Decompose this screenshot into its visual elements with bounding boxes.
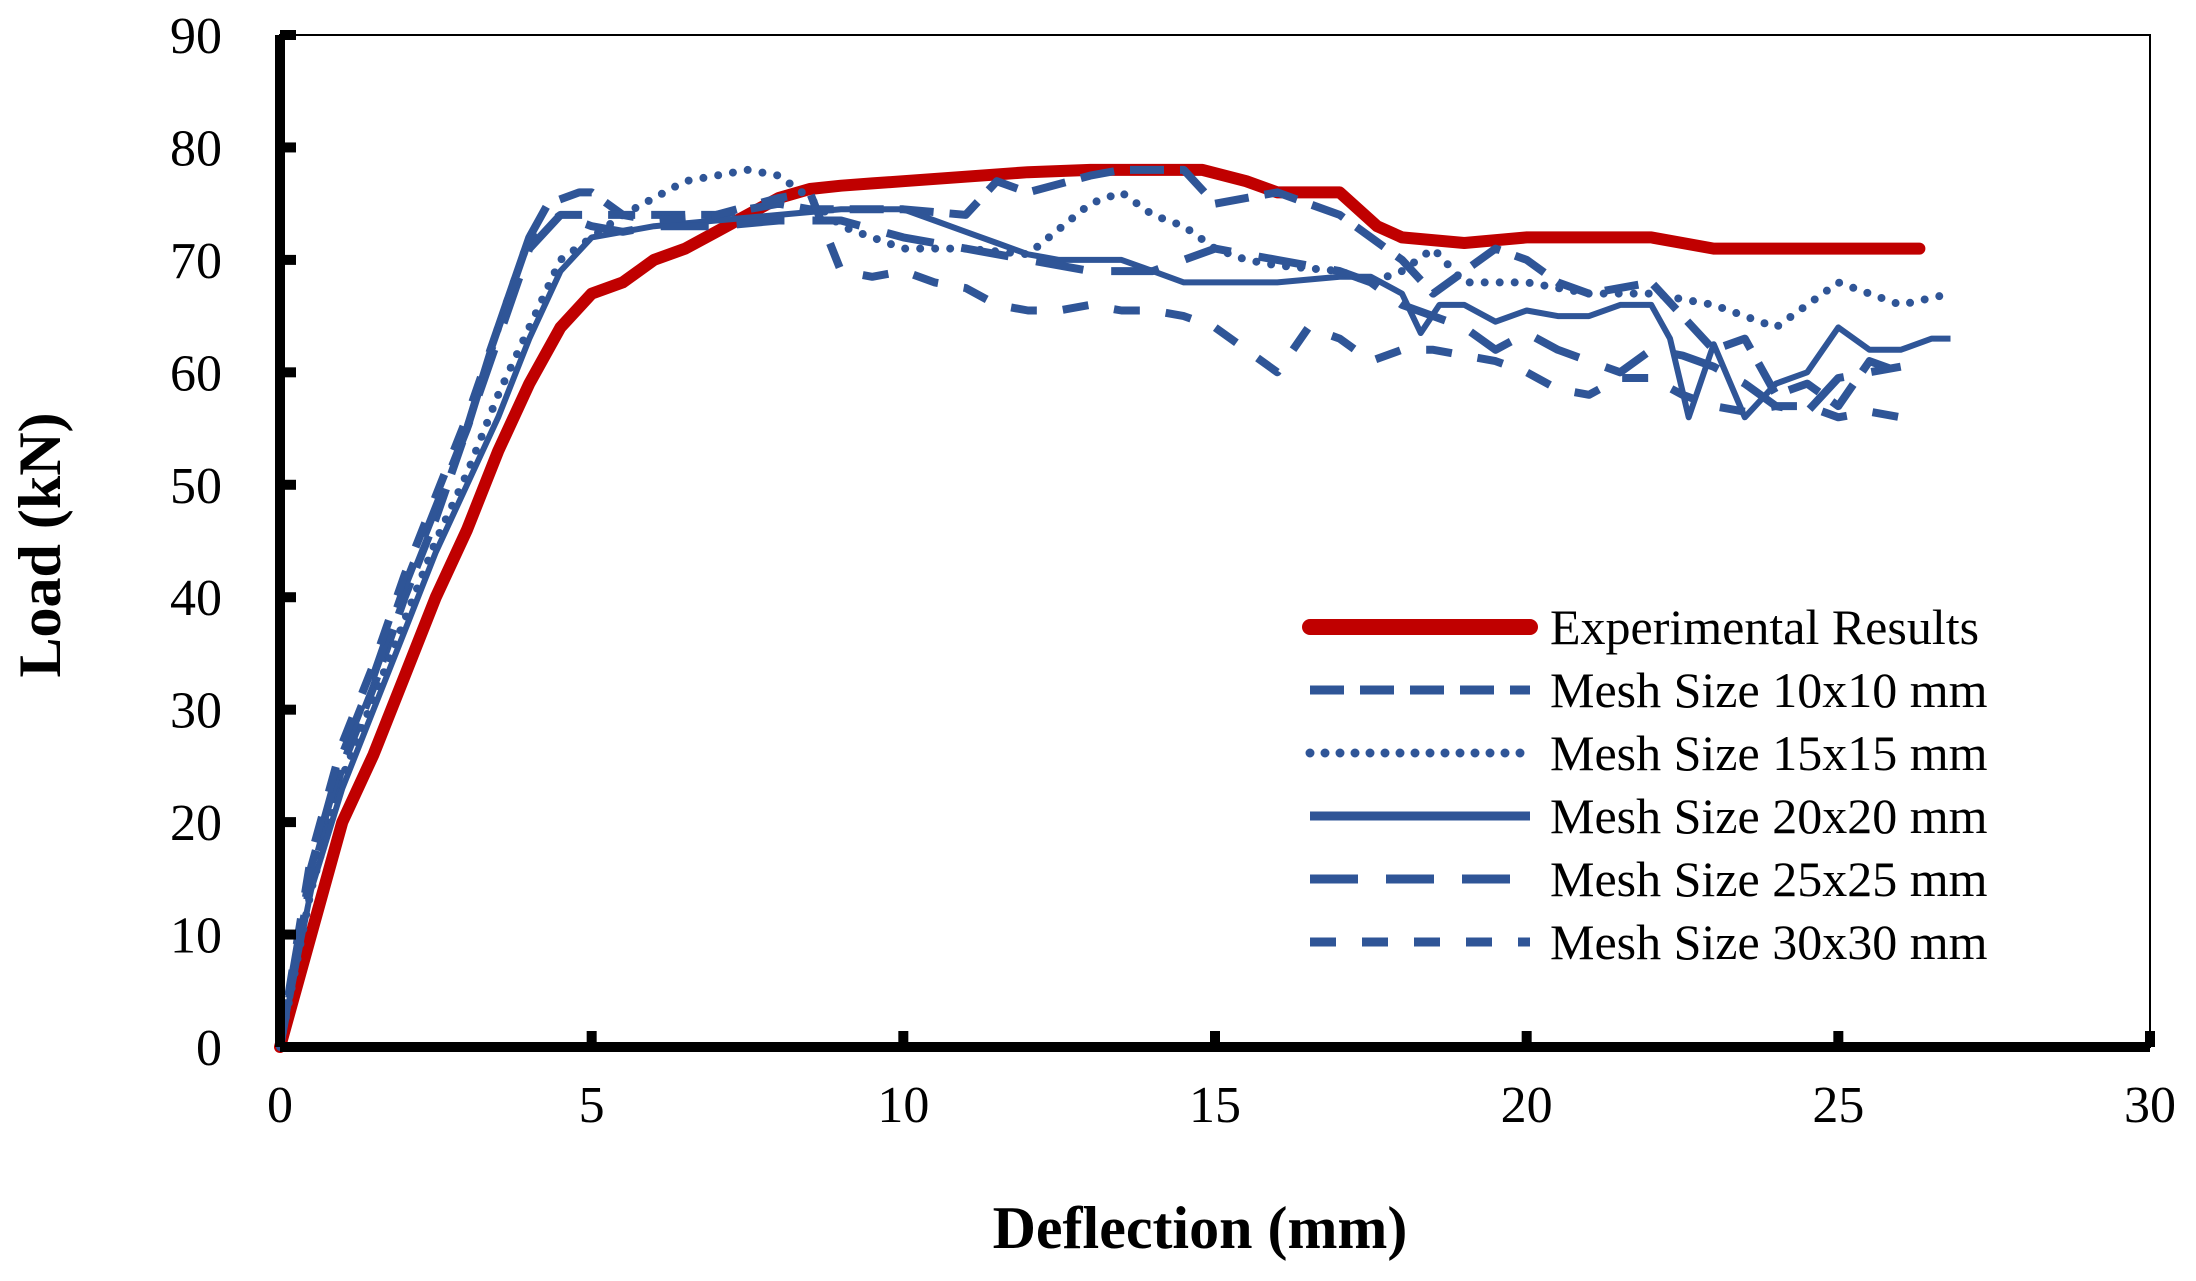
y-tick-label: 70 — [170, 233, 222, 290]
series-line-5 — [276, 188, 1902, 1048]
x-tick-label: 30 — [2124, 1077, 2176, 1134]
y-tick-label: 30 — [170, 683, 222, 740]
y-tick-label: 40 — [170, 570, 222, 627]
legend-label-4: Mesh Size 25x25 mm — [1550, 851, 1988, 907]
legend: Experimental Results Mesh Size 10x10 mm Me… — [1302, 599, 1988, 970]
series-line-0 — [274, 163, 1926, 1053]
y-tick-label: 50 — [170, 458, 222, 515]
series-line-3 — [277, 206, 1951, 1048]
x-tick-label: 15 — [1189, 1077, 1241, 1134]
x-tick-label: 25 — [1812, 1077, 1864, 1134]
y-tick-label: 0 — [196, 1020, 222, 1077]
x-tick-label: 20 — [1501, 1077, 1553, 1134]
legend-label-5: Mesh Size 30x30 mm — [1550, 914, 1988, 970]
y-tick-label: 20 — [170, 795, 222, 852]
x-tick-label: 10 — [877, 1077, 929, 1134]
y-tick-label: 60 — [170, 345, 222, 402]
plot-area-frame — [279, 34, 2151, 1048]
tick-layer: 0 5 10 15 20 25 30 0 10 20 30 40 50 60 70 80 90 — [170, 8, 2176, 1134]
y-tick-label: 80 — [170, 120, 222, 177]
legend-label-1: Mesh Size 10x10 mm — [1550, 662, 1988, 718]
x-tick-label: 0 — [267, 1077, 293, 1134]
y-tick-label: 90 — [170, 8, 222, 65]
y-tick-label: 10 — [170, 908, 222, 965]
x-axis-title: Deflection (mm) — [993, 1195, 1408, 1261]
legend-label-0: Experimental Results — [1550, 599, 1979, 655]
series-layer — [274, 163, 1955, 1053]
legend-label-3: Mesh Size 20x20 mm — [1550, 788, 1988, 844]
x-tick-label: 5 — [579, 1077, 605, 1134]
y-axis-title: Load (kN) — [7, 412, 73, 677]
legend-label-2: Mesh Size 15x15 mm — [1550, 725, 1988, 781]
